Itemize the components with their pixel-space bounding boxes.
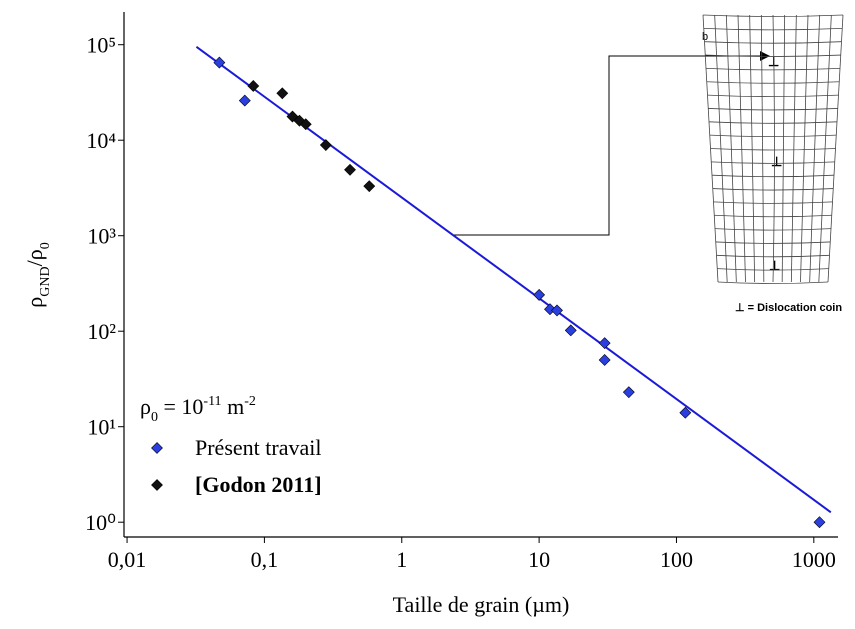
y-axis-label-part: /ρ — [22, 249, 47, 266]
lattice-line — [714, 228, 832, 231]
dislocation-symbol: ⊥ — [771, 154, 782, 169]
inset-diagram: b ⊥ ⊥ ⊥ ⊥ = Dislocation coin — [452, 14, 844, 314]
lattice-line — [702, 14, 844, 17]
lattice-line — [725, 14, 737, 283]
lattice-line — [713, 201, 833, 204]
y-tick-label: 10³ — [87, 224, 116, 249]
lattice-line — [716, 254, 830, 258]
data-point — [813, 516, 826, 529]
x-tick-label: 1000 — [792, 547, 836, 572]
x-tick-label: 10 — [528, 547, 550, 572]
lattice-line — [749, 14, 756, 283]
legend-marker — [151, 442, 163, 454]
y-tick-label: 10¹ — [87, 415, 116, 440]
data-point — [247, 80, 260, 92]
lattice-line — [714, 214, 832, 218]
data-point — [213, 56, 226, 69]
lattice-line — [705, 54, 841, 57]
annotation-part: m — [222, 394, 245, 419]
lattice-line — [760, 14, 765, 283]
lattice-line — [708, 121, 838, 124]
lattice-line — [712, 188, 834, 191]
lattice-line — [818, 14, 832, 283]
data-point — [276, 87, 289, 100]
lattice-line — [717, 268, 829, 271]
annotation-part: -2 — [244, 394, 256, 409]
lattice-line — [781, 14, 786, 283]
lattice-line — [717, 281, 829, 284]
annotation-part: ρ — [140, 394, 151, 419]
data-point — [598, 354, 611, 366]
data-point — [344, 163, 356, 176]
data-point — [564, 324, 577, 337]
arrow-head — [760, 51, 770, 61]
lattice-line — [809, 14, 821, 283]
x-axis-label: Taille de grain (µm) — [393, 592, 570, 617]
lattice-line — [737, 14, 746, 283]
y-axis-label-part: GND — [38, 266, 53, 296]
data-point — [679, 406, 692, 419]
data-point — [238, 94, 251, 107]
data-point — [299, 118, 312, 131]
x-tick-label: 100 — [660, 547, 693, 572]
data-point — [551, 304, 563, 317]
legend-label: [Godon 2011] — [195, 472, 322, 497]
y-axis-label-part: 0 — [38, 242, 53, 249]
lattice-line — [704, 41, 842, 44]
lattice-line — [711, 161, 835, 164]
x-tick-label: 0,1 — [251, 547, 279, 572]
dislocation-symbol: ⊥ — [769, 258, 780, 273]
lattice-line — [711, 174, 835, 178]
lattice-line — [714, 14, 728, 283]
legend-label: Présent travail — [195, 435, 321, 460]
lattice-line — [707, 94, 839, 97]
annotation: ρ0 = 10-11 m-2 — [140, 394, 256, 425]
data-point — [363, 180, 376, 193]
legend-marker — [151, 479, 163, 491]
annotation-part: -11 — [203, 394, 221, 409]
y-axis-label: ρGND/ρ0 — [22, 242, 53, 307]
x-tick-label: 0,01 — [108, 547, 147, 572]
y-axis-label-part: ρ — [22, 297, 47, 308]
lattice-line — [705, 68, 841, 71]
inset-legend: ⊥ = Dislocation coin — [735, 302, 842, 314]
data-point — [544, 303, 556, 316]
burgers-label: b — [702, 31, 708, 43]
y-tick-label: 10⁵ — [86, 33, 116, 58]
annotation-part: 0 — [151, 410, 158, 425]
lattice-line — [708, 108, 838, 111]
lattice-line — [790, 14, 797, 283]
y-tick-label: 10² — [87, 319, 116, 344]
data-point — [598, 337, 611, 350]
y-tick-label: 10⁴ — [86, 128, 116, 153]
y-tick-label: 10⁰ — [85, 510, 116, 535]
x-tick-label: 1 — [396, 547, 407, 572]
annotation-part: = 10 — [158, 394, 203, 419]
connector — [452, 55, 760, 236]
lattice-line — [800, 14, 809, 283]
lattice-line — [706, 81, 840, 84]
lattice-line — [710, 148, 836, 151]
data-point — [622, 386, 635, 399]
lattice-line — [715, 241, 831, 244]
data-point — [286, 110, 299, 123]
data-point — [319, 139, 332, 151]
data-point — [533, 288, 546, 301]
lattice-line — [772, 14, 775, 283]
lattice-line — [709, 134, 837, 138]
lattice-line — [703, 27, 843, 31]
